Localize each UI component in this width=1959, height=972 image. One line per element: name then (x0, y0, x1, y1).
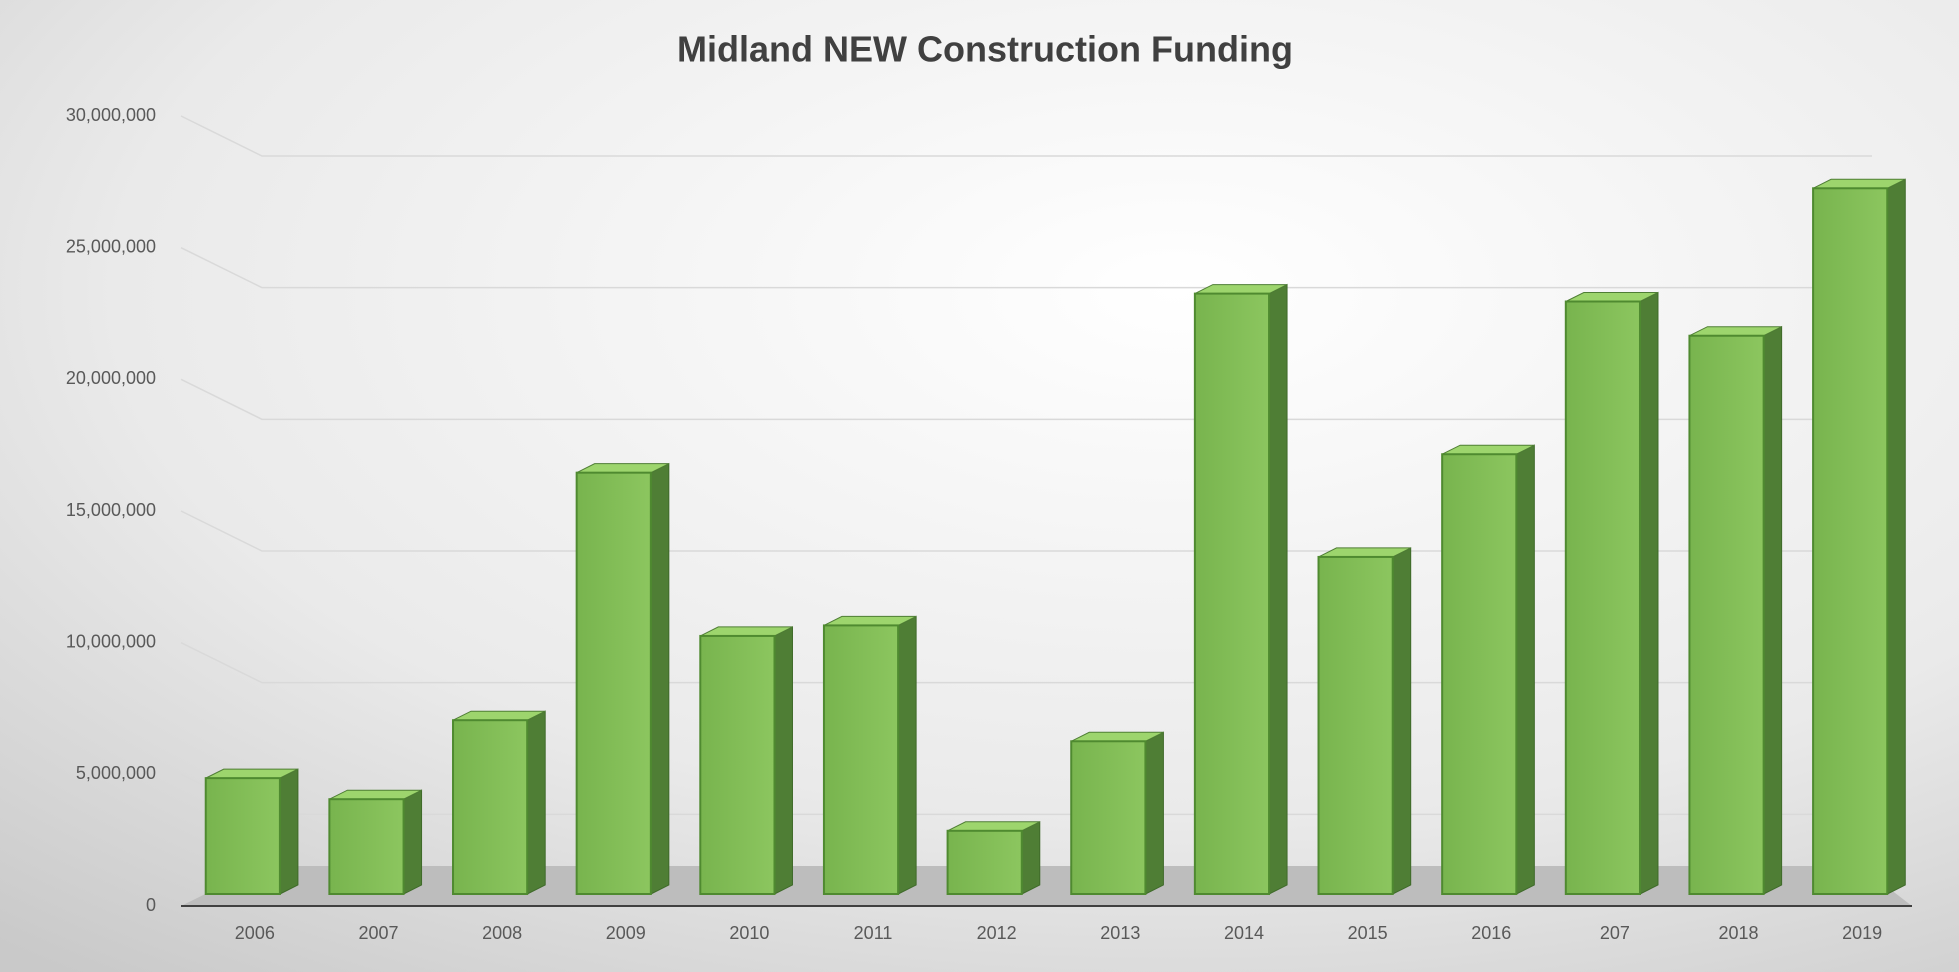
y-tick-label: 20,000,000 (66, 368, 156, 388)
x-tick-label: 2007 (358, 923, 398, 943)
bar-side (526, 710, 546, 895)
bar (452, 719, 529, 896)
x-tick-label: 2010 (729, 923, 769, 943)
bar (1812, 187, 1889, 895)
y-tick-label: 25,000,000 (66, 236, 156, 256)
bar (204, 777, 281, 896)
y-tick-label: 0 (146, 895, 156, 915)
bar-side (279, 768, 299, 895)
bar (1193, 292, 1271, 896)
bar (1564, 300, 1641, 895)
bar (1688, 334, 1765, 895)
grid-line (180, 246, 1872, 289)
bar (1441, 453, 1518, 895)
grid-line (180, 115, 1872, 157)
bar (1317, 555, 1394, 896)
x-tick-label: 2012 (977, 923, 1017, 943)
bar (1070, 740, 1147, 895)
bar-side (1392, 547, 1412, 895)
x-tick-label: 2014 (1224, 923, 1264, 943)
bar-side (1886, 178, 1906, 895)
bar-side (1515, 444, 1535, 895)
y-tick-label: 10,000,000 (66, 631, 156, 651)
x-tick-label: 2013 (1100, 923, 1140, 943)
bar-side (773, 626, 793, 895)
x-tick-label: 207 (1600, 923, 1630, 943)
x-tick-label: 2016 (1471, 923, 1511, 943)
y-tick-label: 30,000,000 (66, 105, 156, 125)
bar-side (403, 789, 423, 895)
x-tick-label: 2011 (854, 923, 893, 943)
y-tick-label: 5,000,000 (76, 763, 156, 783)
x-tick-label: 2008 (482, 923, 522, 943)
bar (699, 634, 776, 896)
bar-side (1639, 291, 1659, 895)
y-tick-label: 15,000,000 (66, 500, 156, 520)
bar (575, 471, 652, 895)
bar (328, 798, 405, 896)
bar-side (897, 615, 917, 895)
bar-side (650, 462, 670, 895)
bar-side (1268, 283, 1288, 895)
bar-side (1144, 731, 1164, 895)
bar-side (1763, 325, 1783, 895)
x-tick-label: 2019 (1842, 923, 1882, 943)
bar-side (1021, 820, 1041, 895)
x-tick-label: 2009 (606, 923, 646, 943)
x-tick-label: 2018 (1719, 923, 1759, 943)
x-tick-label: 2015 (1348, 923, 1388, 943)
x-tick-label: 2006 (235, 923, 275, 943)
grid-line (180, 378, 1872, 421)
bar (946, 829, 1023, 895)
bar (822, 624, 900, 896)
chart-title: Midland NEW Construction Funding (677, 29, 1293, 70)
